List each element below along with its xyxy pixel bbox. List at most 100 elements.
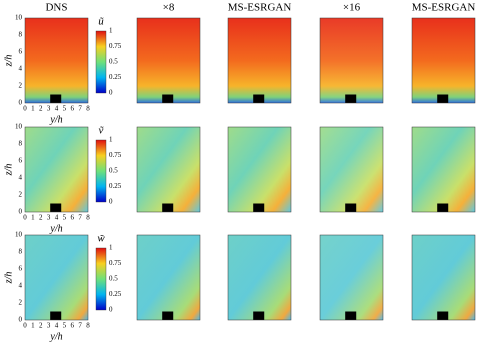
obstacle [253, 311, 265, 320]
field-panel [412, 18, 475, 103]
x-tick-label: 0 [23, 322, 27, 330]
colorbar-title: ṽ [99, 125, 105, 137]
y-axis-label: z/h [3, 164, 14, 177]
panel-frame [411, 17, 476, 104]
x-tick-label: 3 [47, 322, 51, 330]
obstacle [437, 203, 449, 212]
x-tick-label: 6 [71, 322, 75, 330]
column-header: ×16 [343, 2, 361, 14]
x-tick-label: 2 [39, 105, 43, 113]
x-tick-label: 0 [23, 105, 27, 113]
colorbar-tick-label: 0.25 [109, 182, 122, 190]
field-panel [25, 127, 88, 212]
x-tick-label: 8 [86, 105, 90, 113]
x-tick-label: 5 [63, 105, 67, 113]
y-tick-label: 10 [15, 14, 23, 22]
field-panel [320, 18, 383, 103]
obstacle [437, 94, 449, 103]
y-tick-label: 0 [19, 316, 23, 324]
x-tick-label: 3 [47, 105, 51, 113]
field-panel [137, 18, 200, 103]
colorbar-tick-label: 0.5 [109, 58, 118, 66]
x-tick-label: 8 [86, 214, 90, 222]
y-tick-label: 2 [19, 299, 23, 307]
panel-frame [136, 126, 201, 213]
x-tick-label: 5 [63, 214, 67, 222]
colorbar-tick-label: 0.25 [109, 290, 122, 298]
colorbar-tick-label: 0 [109, 89, 113, 97]
field-panel [320, 235, 383, 320]
y-tick-label: 8 [19, 248, 23, 256]
field-panel [412, 127, 475, 212]
x-tick-label: 4 [55, 105, 59, 113]
x-tick-label: 8 [86, 322, 90, 330]
panel-frame [24, 17, 89, 104]
colorbar-tick-label: 1 [109, 136, 113, 144]
x-tick-label: 4 [55, 214, 59, 222]
column-header: DNS [45, 2, 67, 14]
y-tick-label: 10 [15, 123, 23, 131]
panel-frame [136, 17, 201, 104]
y-tick-label: 2 [19, 191, 23, 199]
colorbar-tick-label: 0 [109, 306, 113, 314]
y-axis-label: z/h [3, 55, 14, 68]
colorbar-tick-label: 0.75 [109, 151, 122, 159]
panel-frame [136, 234, 201, 321]
x-tick-label: 7 [78, 322, 82, 330]
x-tick-label: 2 [39, 322, 43, 330]
obstacle [50, 94, 62, 103]
field-panel [320, 127, 383, 212]
colorbar-title: ũ [98, 16, 104, 28]
field-panel [412, 235, 475, 320]
colorbar-tick-label: 0.25 [109, 73, 122, 81]
panel-frame [227, 126, 292, 213]
x-tick-label: 1 [31, 322, 35, 330]
obstacle [162, 311, 174, 320]
x-tick-label: 4 [55, 322, 59, 330]
colorbar [95, 247, 107, 311]
panel-frame [319, 126, 384, 213]
x-tick-label: 1 [31, 214, 35, 222]
obstacle [253, 94, 265, 103]
field-panel [25, 235, 88, 320]
y-tick-label: 8 [19, 31, 23, 39]
column-header: MS-ESRGAN [228, 2, 292, 14]
obstacle [345, 94, 357, 103]
x-axis-label: y/h [49, 223, 62, 234]
colorbar-tick-label: 0.75 [109, 259, 122, 267]
y-tick-label: 8 [19, 140, 23, 148]
panel-frame [24, 234, 89, 321]
panel-frame [411, 234, 476, 321]
y-tick-label: 10 [15, 231, 23, 239]
panel-frame [319, 234, 384, 321]
x-tick-label: 7 [78, 105, 82, 113]
y-tick-label: 2 [19, 82, 23, 90]
colorbar-tick-label: 0 [109, 198, 113, 206]
obstacle [50, 311, 62, 320]
colorbar-tick-label: 0.5 [109, 275, 118, 283]
colorbar [95, 30, 107, 94]
column-header: MS-ESRGAN [412, 2, 476, 14]
field-panel [137, 127, 200, 212]
x-tick-label: 6 [71, 105, 75, 113]
obstacle [345, 311, 357, 320]
obstacle [162, 94, 174, 103]
panel-frame [227, 17, 292, 104]
obstacle [437, 311, 449, 320]
panel-frame [24, 126, 89, 213]
column-header: ×8 [163, 2, 175, 14]
x-tick-label: 3 [47, 214, 51, 222]
x-axis-label: y/h [49, 331, 62, 342]
panel-frame [411, 126, 476, 213]
x-tick-label: 7 [78, 214, 82, 222]
colorbar-tick-label: 0.5 [109, 167, 118, 175]
x-tick-label: 5 [63, 322, 67, 330]
y-axis-label: z/h [3, 272, 14, 285]
x-tick-label: 1 [31, 105, 35, 113]
y-tick-label: 6 [19, 265, 23, 273]
colorbar-tick-label: 1 [109, 244, 113, 252]
x-tick-label: 6 [71, 214, 75, 222]
panel-frame [319, 17, 384, 104]
field-panel [25, 18, 88, 103]
